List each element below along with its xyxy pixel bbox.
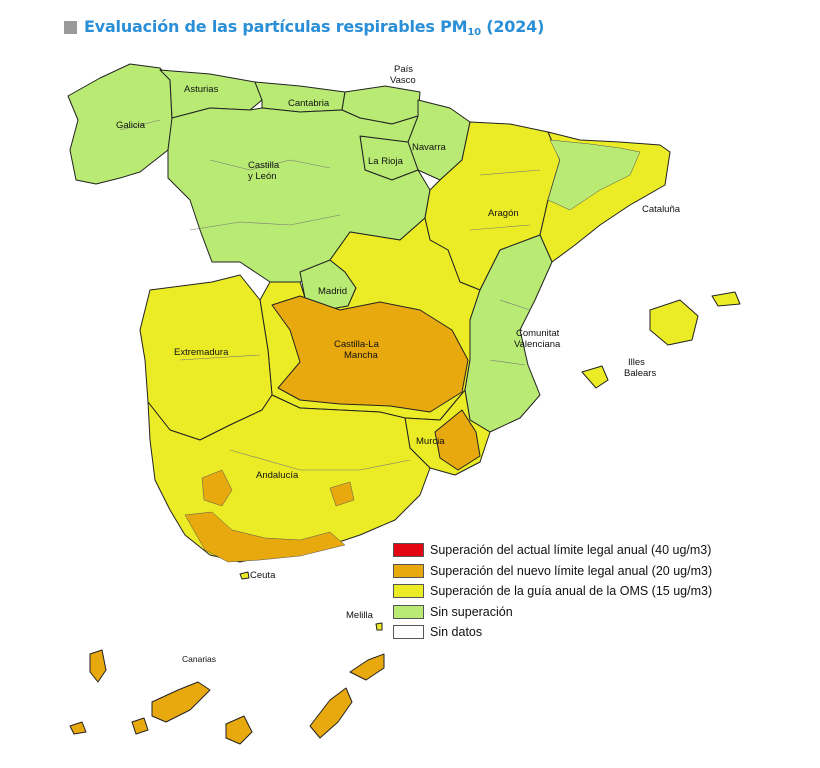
legend-swatch-yellow xyxy=(393,584,424,599)
label-murcia: Murcia xyxy=(416,436,445,447)
canarias-tenerife xyxy=(151,681,211,723)
legend-label: Superación del actual límite legal anual… xyxy=(430,543,712,558)
province-line-8 xyxy=(499,299,531,311)
label-pais-vasco: País Vasco xyxy=(390,64,416,86)
legend-label: Sin superación xyxy=(430,604,513,619)
province-line-6 xyxy=(179,354,261,361)
label-aragon: Aragón xyxy=(488,208,519,219)
murcia-orange-area xyxy=(434,409,481,471)
province-line-4 xyxy=(479,169,541,176)
region-castilla-leon xyxy=(167,107,431,283)
label-ceuta: Ceuta xyxy=(250,570,276,581)
castilla-la-mancha-orange-area xyxy=(271,295,469,413)
cataluna-green-area xyxy=(547,139,641,211)
region-menorca xyxy=(711,291,741,307)
label-castilla-la-mancha: Castilla-La Mancha xyxy=(334,339,380,361)
legend-item: Superación del actual límite legal anual… xyxy=(393,540,712,561)
title-main: Evaluación de las partículas respirables… xyxy=(84,16,468,36)
label-galicia: Galicia xyxy=(116,120,146,131)
legend-item: Superación del nuevo límite legal anual … xyxy=(393,561,712,582)
region-galicia xyxy=(67,63,173,185)
province-line-7 xyxy=(229,449,411,471)
canarias-el-hierro xyxy=(69,721,87,735)
region-melilla xyxy=(375,622,383,631)
label-comunitat-valenciana: Comunitat Valenciana xyxy=(514,328,561,350)
legend-label: Sin datos xyxy=(430,625,483,640)
map-legend: Superación del actual límite legal anual… xyxy=(393,540,712,643)
region-ibiza xyxy=(581,365,609,389)
title-subscript: 10 xyxy=(467,26,481,38)
province-line-3 xyxy=(189,214,341,231)
canarias-la-gomera xyxy=(131,717,149,735)
label-castilla-leon: Castilla y León xyxy=(248,160,280,182)
title-square-icon xyxy=(64,20,77,34)
label-madrid: Madrid xyxy=(318,286,347,297)
province-line-5 xyxy=(469,224,531,231)
map-title: Evaluación de las partículas respirables… xyxy=(64,14,544,40)
legend-swatch-white xyxy=(393,625,424,640)
legend-item: Sin datos xyxy=(393,622,712,643)
andalucia-orange-coast xyxy=(184,511,346,563)
andalucia-orange-spot-1 xyxy=(201,469,233,507)
label-navarra: Navarra xyxy=(412,142,447,153)
title-text: Evaluación de las partículas respirables… xyxy=(84,17,544,38)
region-ceuta xyxy=(239,571,250,580)
canarias-la-palma xyxy=(89,649,107,683)
canarias-gran-canaria xyxy=(225,715,253,745)
province-line-2 xyxy=(209,159,331,171)
legend-label: Superación de la guía anual de la OMS (1… xyxy=(430,584,713,599)
region-mallorca xyxy=(649,299,699,346)
legend-label: Superación del nuevo límite legal anual … xyxy=(430,563,713,578)
label-extremadura: Extremadura xyxy=(174,347,229,358)
legend-swatch-orange xyxy=(393,563,424,578)
label-la-rioja: La Rioja xyxy=(368,156,404,167)
legend-item: Sin superación xyxy=(393,602,712,623)
label-canarias: Canarias xyxy=(182,654,216,664)
title-year: (2024) xyxy=(486,16,545,36)
province-line-9 xyxy=(489,359,526,366)
label-illes-balears: Illes Balears xyxy=(624,357,656,379)
label-cantabria: Cantabria xyxy=(288,98,330,109)
label-asturias: Asturias xyxy=(184,84,219,95)
legend-item: Superación de la guía anual de la OMS (1… xyxy=(393,581,712,602)
province-line-1 xyxy=(119,119,161,131)
andalucia-orange-spot-2 xyxy=(329,481,355,507)
canarias-lanzarote xyxy=(349,653,385,681)
label-melilla: Melilla xyxy=(346,610,374,621)
canarias-fuerteventura xyxy=(309,687,353,739)
label-cataluna: Cataluña xyxy=(642,204,681,215)
legend-swatch-red xyxy=(393,543,424,558)
legend-swatch-green xyxy=(393,604,424,619)
region-comunitat-valenciana xyxy=(464,234,553,433)
label-andalucia: Andalucía xyxy=(256,470,299,481)
